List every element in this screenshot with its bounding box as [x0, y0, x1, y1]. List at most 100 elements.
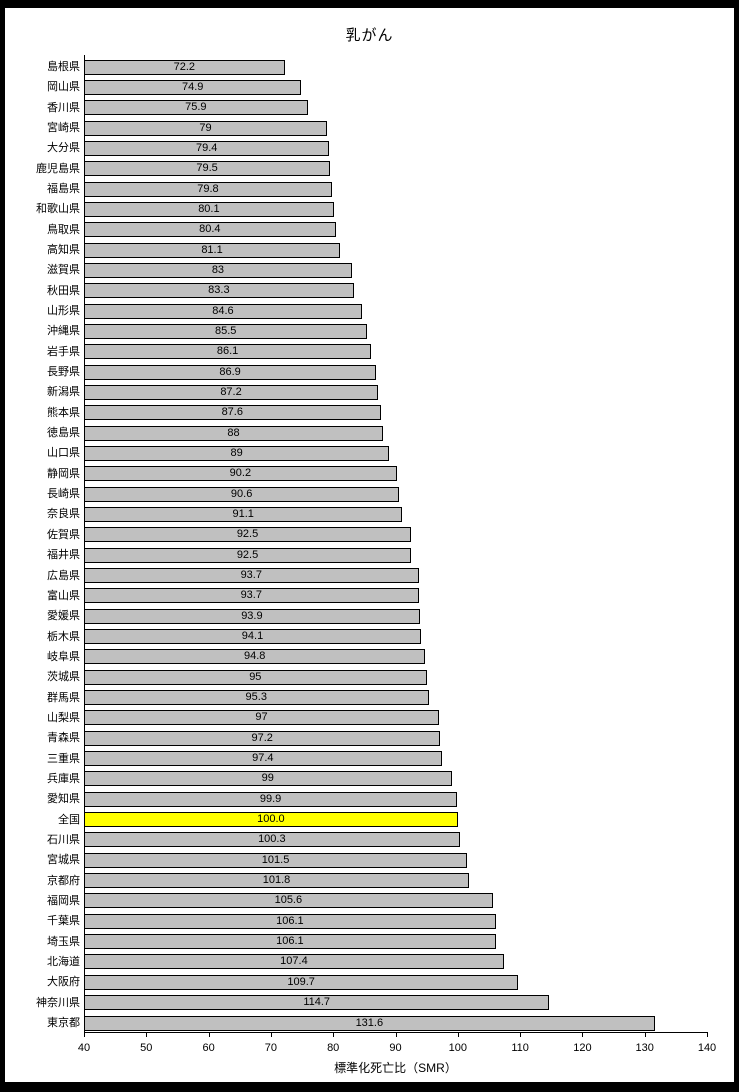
value-label: 83.3: [208, 284, 230, 297]
value-label: 79.8: [197, 182, 219, 195]
bar: 75.9: [84, 100, 308, 116]
bar: 131.6: [84, 1015, 655, 1031]
value-label: 109.7: [287, 975, 315, 988]
x-tick: [208, 1033, 210, 1037]
category-label: 長野県: [47, 366, 80, 379]
bar: 92.5: [84, 547, 412, 563]
bar: 90.6: [84, 486, 400, 502]
value-label: 88: [227, 426, 240, 439]
value-label: 114.7: [303, 996, 331, 1009]
category-label: 福島県: [47, 183, 80, 196]
category-label: 鳥取県: [47, 223, 80, 236]
category-label: 神奈川県: [36, 996, 80, 1009]
x-tick-label: 70: [264, 1042, 278, 1054]
bar: 100.3: [84, 832, 460, 848]
category-label: 石川県: [47, 833, 80, 846]
value-label: 89: [230, 446, 243, 459]
bar: 101.5: [84, 852, 468, 868]
category-label: 青森県: [47, 732, 80, 745]
category-label: 奈良県: [47, 508, 80, 521]
category-label: 京都府: [47, 874, 80, 887]
x-tick: [84, 1033, 85, 1037]
bar: 92.5: [84, 527, 412, 543]
category-label: 宮崎県: [47, 122, 80, 135]
category-label: 秋田県: [47, 284, 80, 297]
category-label: 岡山県: [47, 81, 80, 94]
category-label: 山口県: [47, 447, 80, 460]
category-label: 埼玉県: [47, 935, 80, 948]
category-label: 大阪府: [47, 976, 80, 989]
bar: 80.4: [84, 222, 336, 238]
x-tick-label: 40: [77, 1042, 91, 1054]
bar: 79.8: [84, 181, 332, 197]
category-label: 滋賀県: [47, 264, 80, 277]
value-label: 92.5: [236, 528, 259, 541]
value-label: 79.4: [196, 141, 218, 154]
category-label: 岐阜県: [47, 650, 80, 663]
category-label: 徳島県: [47, 427, 80, 440]
value-label: 93.7: [240, 589, 262, 602]
x-tick: [707, 1033, 708, 1037]
bar: 105.6: [84, 893, 493, 909]
category-label: 大分県: [47, 142, 80, 155]
bar: 83.3: [84, 283, 354, 299]
value-label: 101.5: [261, 853, 290, 866]
value-label: 106.1: [276, 935, 304, 948]
value-label: 85.5: [215, 324, 237, 337]
value-label: 99: [261, 772, 274, 785]
bar: 86.9: [84, 364, 377, 380]
x-tick: [333, 1033, 335, 1037]
value-label: 93.7: [240, 569, 262, 581]
x-tick-label: 110: [511, 1042, 529, 1054]
value-label: 80.1: [198, 202, 220, 215]
value-label: 83: [211, 263, 225, 276]
category-label: 新潟県: [47, 386, 80, 399]
value-label: 99.9: [259, 792, 282, 805]
value-label: 91.1: [232, 507, 254, 520]
category-label: 島根県: [47, 61, 80, 73]
bar: 85.5: [84, 323, 368, 339]
category-label: 岩手県: [47, 345, 80, 358]
value-label: 131.6: [355, 1016, 384, 1029]
x-tick: [146, 1033, 148, 1037]
value-label: 97.4: [252, 752, 274, 765]
category-label: 全国: [58, 813, 80, 826]
x-tick: [582, 1033, 584, 1037]
chart-title: 乳がん: [345, 27, 394, 44]
value-label: 90.2: [229, 467, 252, 480]
category-label: 和歌山県: [36, 203, 80, 216]
value-label: 79.5: [196, 162, 218, 175]
value-label: 97.2: [251, 731, 273, 744]
bar: 97.4: [84, 751, 442, 767]
value-label: 94.1: [241, 630, 264, 643]
bar: 93.9: [84, 608, 420, 624]
value-label: 86.1: [216, 345, 239, 358]
bar: 79: [84, 120, 327, 136]
bar: 99.9: [84, 791, 458, 807]
category-label: 沖縄県: [47, 325, 80, 338]
x-tick-label: 90: [389, 1042, 402, 1054]
bar: 79.4: [84, 140, 330, 156]
x-tick-label: 50: [140, 1042, 153, 1054]
category-label: 香川県: [47, 101, 80, 114]
bar: 91.1: [84, 506, 403, 522]
category-label: 宮城県: [47, 854, 80, 867]
category-label: 佐賀県: [47, 528, 80, 541]
value-label: 105.6: [274, 894, 303, 907]
bar: 90.2: [84, 466, 397, 482]
value-label: 87.2: [220, 385, 242, 398]
category-label: 熊本県: [47, 406, 80, 419]
category-label: 群馬県: [47, 691, 80, 704]
value-label: 81.1: [201, 243, 223, 256]
bar: 80.1: [84, 201, 334, 217]
value-label: 100.0: [257, 813, 285, 826]
category-label: 福井県: [47, 549, 80, 562]
value-label: 107.4: [280, 955, 308, 968]
bar: 87.6: [84, 405, 381, 421]
x-tick: [270, 1033, 272, 1037]
bar: 106.1: [84, 934, 496, 950]
value-label: 95.3: [245, 691, 267, 704]
x-tick: [395, 1033, 397, 1037]
x-tick-label: 80: [327, 1042, 340, 1054]
bar: 114.7: [84, 995, 550, 1011]
